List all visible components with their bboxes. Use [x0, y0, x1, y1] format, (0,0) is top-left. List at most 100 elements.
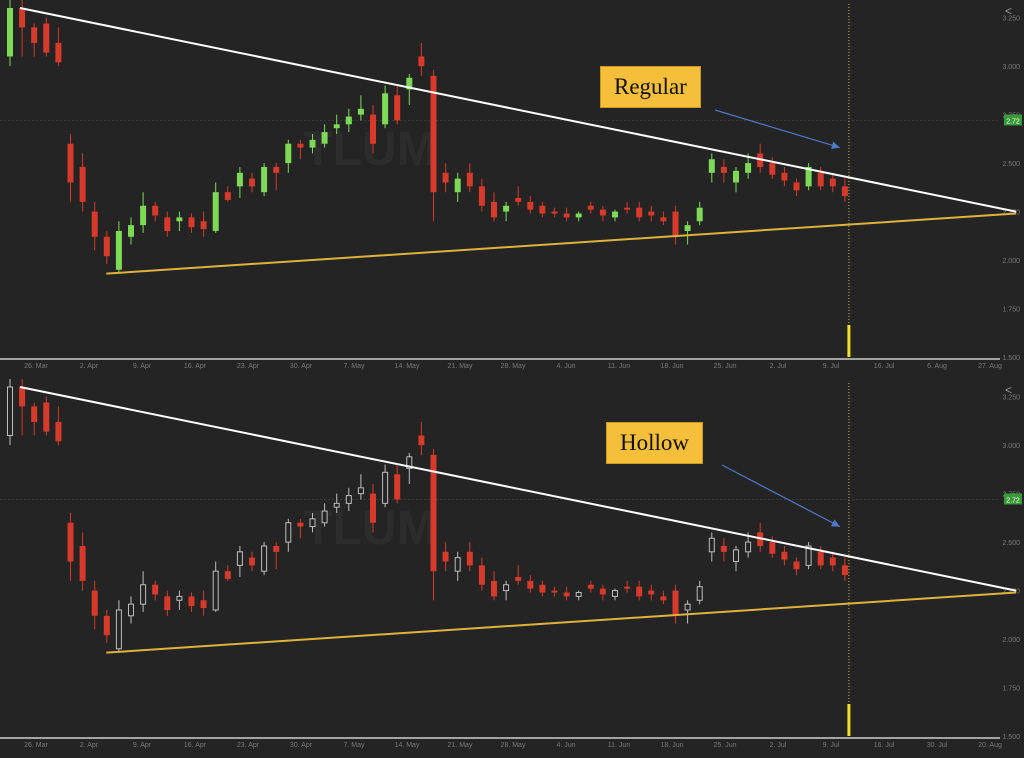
x-tick-label: 30. Apr [290, 363, 313, 370]
y-tick-label: 3.000 [1002, 64, 1020, 71]
x-tick-label: 11. Jun [608, 742, 631, 749]
candle-body [55, 42, 62, 63]
candle-body [527, 201, 534, 210]
candle-body [261, 166, 268, 193]
x-tick-label: 28. May [501, 363, 526, 370]
y-tick-label: 2.000 [1002, 258, 1020, 265]
candle-body [708, 537, 715, 553]
candle-body [309, 518, 316, 528]
candle-body [478, 565, 485, 585]
candle-body [140, 205, 147, 226]
candle-body [55, 421, 62, 442]
candle-body [285, 522, 292, 543]
x-tick-label: 20. Aug [978, 742, 1002, 749]
candle-body [515, 198, 522, 202]
x-tick-label: 21. May [448, 363, 473, 370]
candle-body [200, 600, 207, 609]
share-icon[interactable]: < [1004, 4, 1012, 18]
candle-body [176, 217, 183, 222]
candle-body [442, 551, 449, 562]
x-tick-label: 9. Apr [133, 742, 152, 749]
candle-body [31, 27, 38, 43]
candle-body [841, 565, 848, 576]
candle-body [672, 590, 679, 616]
candle-body [430, 75, 437, 193]
candle-body [345, 495, 352, 504]
candle-body [7, 8, 13, 57]
candle-body [224, 571, 231, 579]
price-badge-label: 2.72 [1006, 497, 1020, 504]
candle-body [31, 406, 38, 422]
candle-body [188, 596, 195, 607]
x-tick-label: 9. Jul [823, 363, 840, 370]
candle-body [539, 584, 546, 593]
candle-body [491, 580, 497, 597]
candle-body [466, 172, 473, 187]
candle-body [200, 221, 207, 230]
candle-body [696, 207, 703, 222]
resistance-trendline [19, 386, 1017, 592]
candle-body [612, 590, 618, 597]
candle-body [708, 159, 715, 173]
candle-body [176, 595, 183, 601]
price-badge [1004, 493, 1022, 505]
candle-body [357, 108, 364, 115]
y-tick-label: 1.750 [1002, 686, 1020, 693]
x-tick-label: 16. Apr [184, 363, 207, 370]
callout-label: Regular [600, 66, 701, 108]
candle-body [503, 584, 510, 592]
candle-body [394, 95, 401, 121]
candle-body [612, 211, 618, 218]
candle-body [67, 143, 74, 183]
candle-body [333, 124, 340, 129]
candle-body [587, 205, 594, 210]
candle-body [91, 590, 98, 616]
share-icon[interactable]: < [1004, 383, 1012, 397]
support-trendline [106, 591, 1017, 654]
candle-body [684, 225, 691, 231]
x-tick-label: 9. Apr [133, 363, 152, 370]
candle-body [103, 236, 110, 257]
candle-body [466, 551, 473, 566]
candle-body [249, 178, 255, 187]
candle-body [273, 545, 280, 552]
candle-body [370, 114, 376, 144]
candle-body [624, 586, 631, 589]
candle-body [103, 615, 110, 636]
x-tick-label: 18. Jun [661, 363, 684, 370]
x-tick-label: 7. May [343, 363, 365, 370]
candle-body [345, 116, 352, 125]
x-tick-label: 11. Jun [608, 363, 631, 370]
candle-body [781, 551, 788, 560]
candle-body [454, 178, 461, 193]
candle-body [575, 213, 582, 218]
y-tick-label: 2.000 [1002, 637, 1020, 644]
candle-body [733, 170, 739, 183]
candle-body [442, 172, 449, 183]
candle-body [43, 402, 50, 432]
candle-body [115, 609, 122, 650]
candle-body [91, 211, 98, 237]
candle-body [249, 557, 255, 566]
candle-body [224, 192, 231, 200]
candle-body [563, 213, 570, 218]
candle-body [636, 207, 643, 218]
candle-body [551, 211, 558, 214]
candle-body [67, 522, 74, 562]
candle-body [164, 217, 171, 231]
candle-body [321, 510, 328, 524]
x-tick-label: 28. May [501, 742, 526, 749]
x-tick-label: 14. May [395, 363, 420, 370]
arrow-head [830, 519, 840, 527]
x-tick-label: 26. Mar [24, 742, 48, 749]
candle-body [321, 132, 328, 144]
candle-body [478, 186, 485, 206]
candle-body [745, 541, 752, 553]
candle-body [79, 166, 86, 202]
x-tick-label: 4. Jun [556, 742, 575, 749]
x-tick-label: 16. Jul [874, 363, 895, 370]
candle-body [575, 592, 582, 597]
candle-body [733, 549, 739, 563]
candle-body [648, 211, 655, 216]
candle-body [115, 230, 122, 270]
